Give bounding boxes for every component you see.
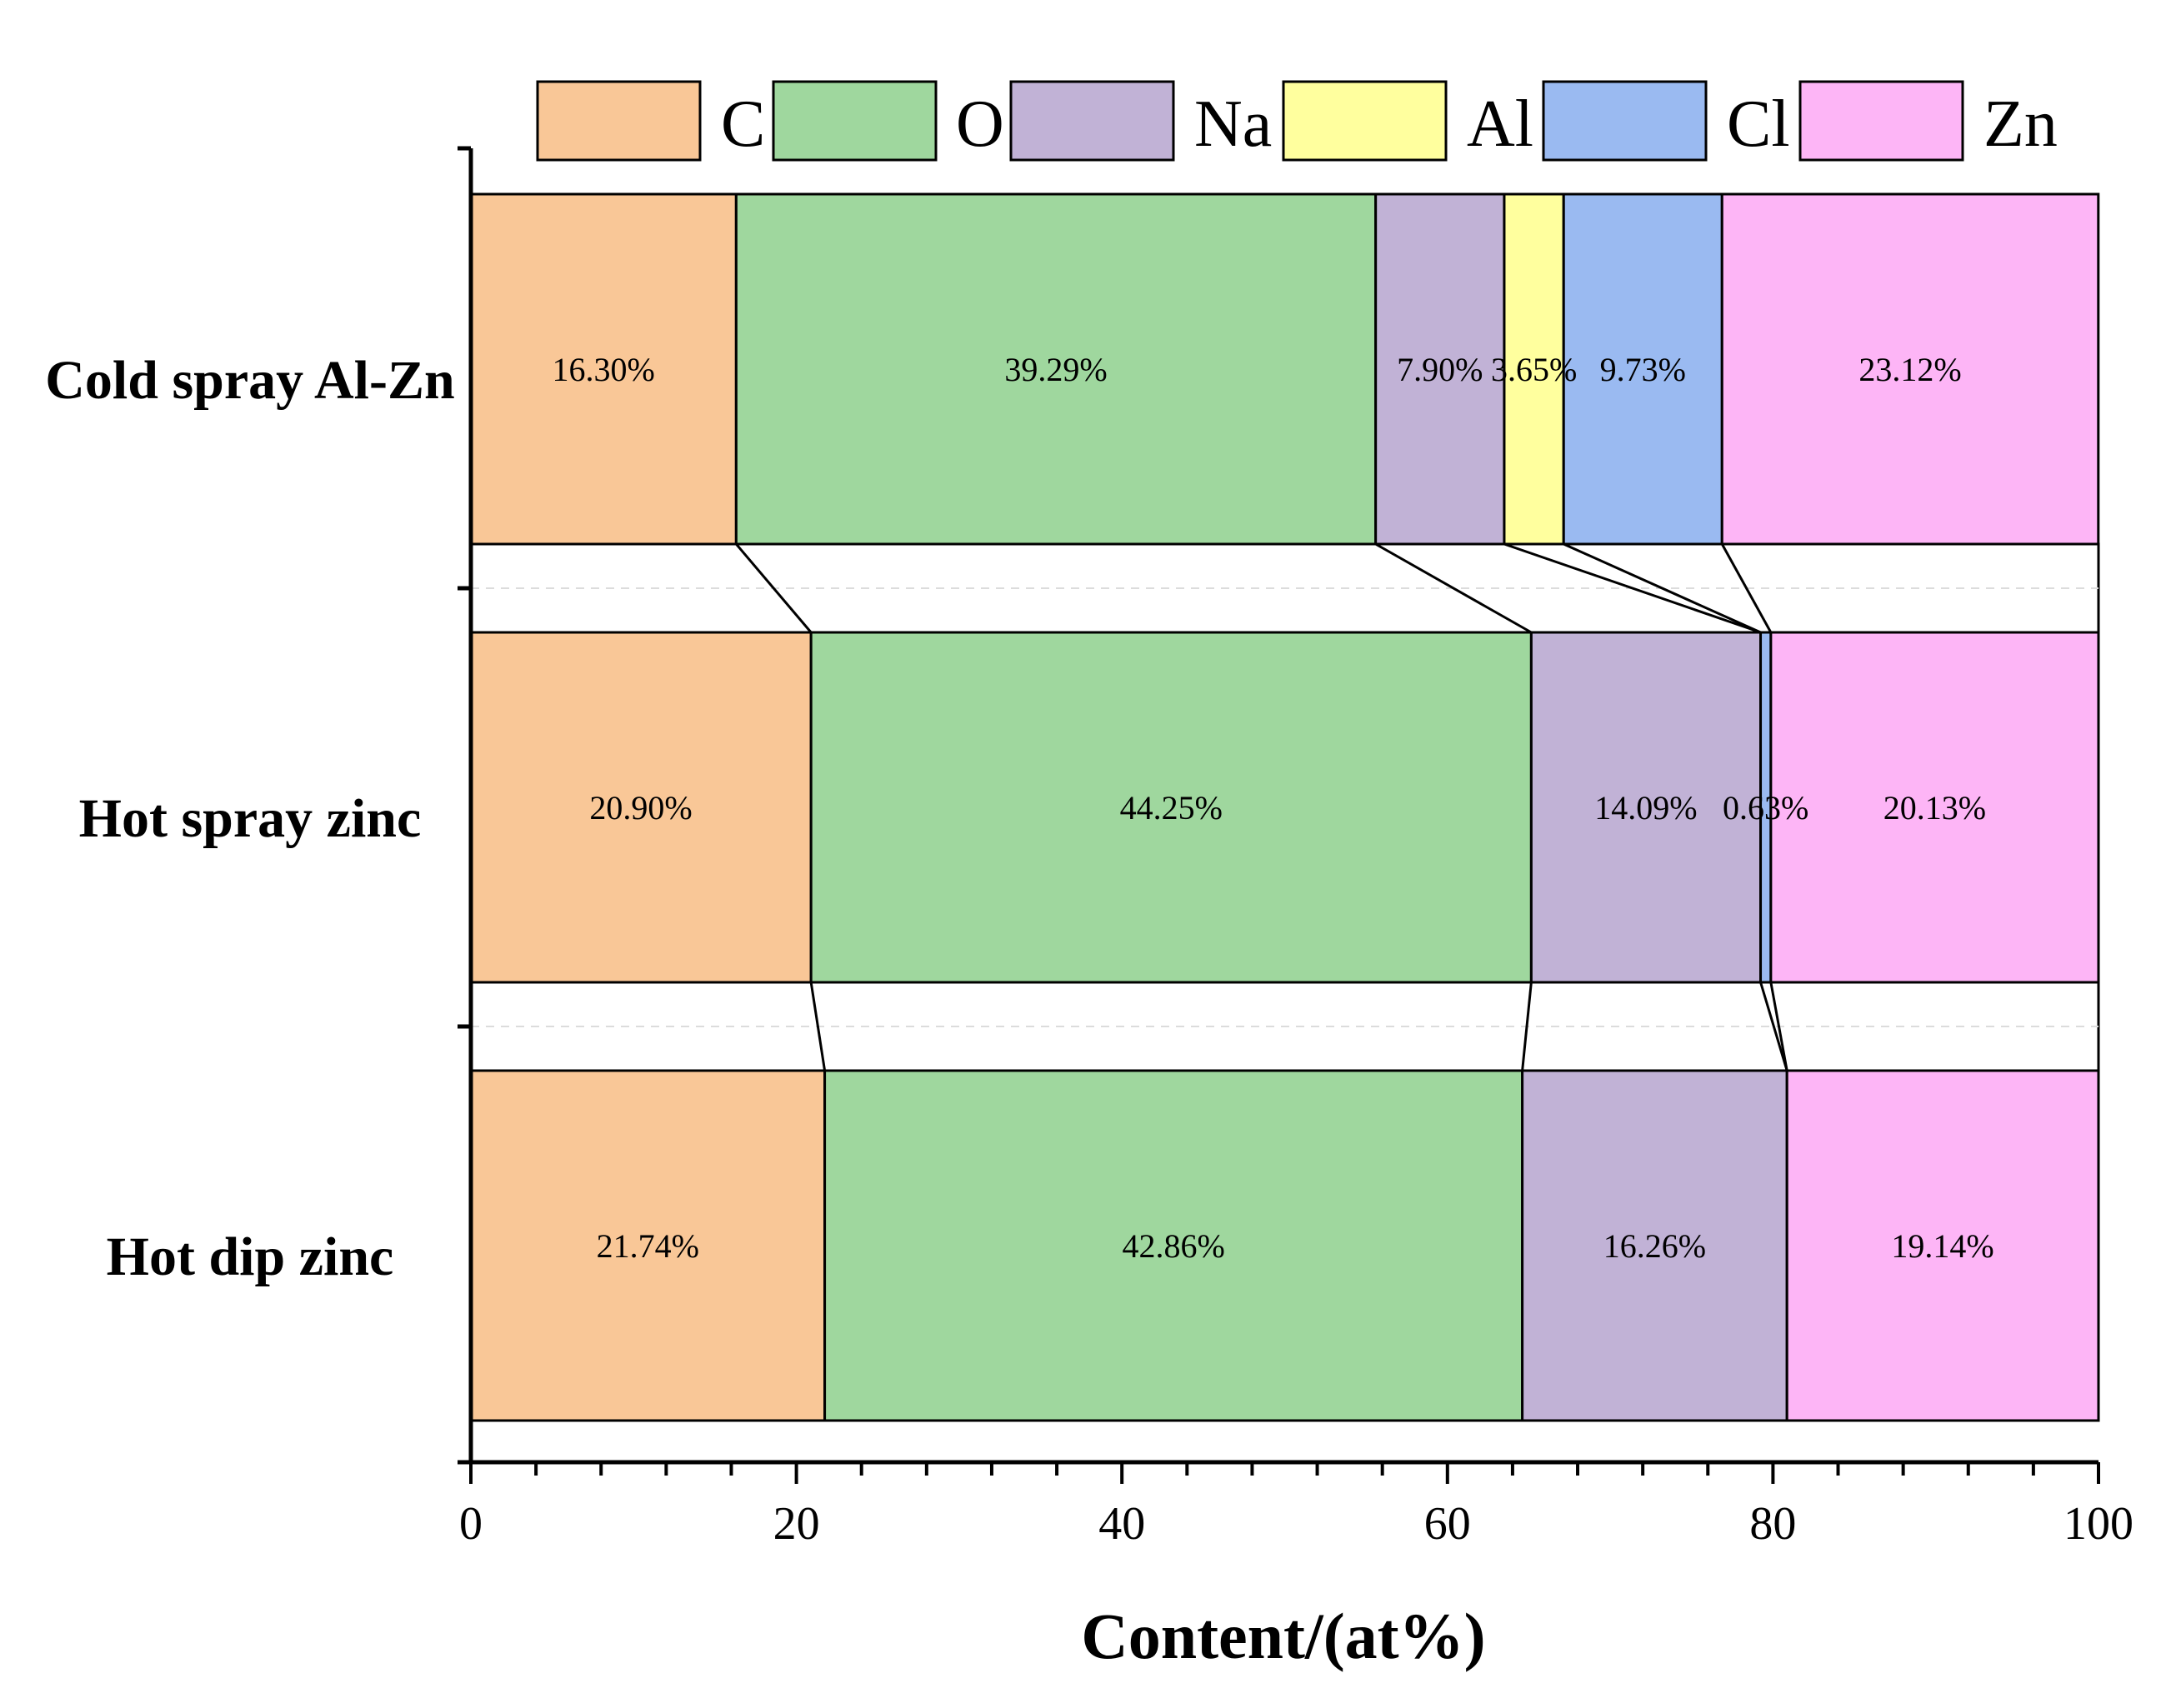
legend-swatch-c xyxy=(536,80,702,162)
legend-swatch-na xyxy=(1009,80,1175,162)
category-label: Hot spray zinc xyxy=(79,788,422,849)
x-tick-label: 100 xyxy=(2063,1498,2133,1550)
connector-line xyxy=(809,981,827,1071)
legend-label: Zn xyxy=(1983,87,2058,161)
connector-line xyxy=(1720,543,1773,633)
bar-segment-zn xyxy=(1769,631,2100,984)
legend-item-c: C xyxy=(721,87,765,161)
bar-segment-c xyxy=(469,631,813,984)
legend-item-cl: Cl xyxy=(1727,87,1790,161)
bar-segment-o xyxy=(734,192,1378,546)
legend-label: O xyxy=(956,87,1004,161)
data-label: 16.26% xyxy=(1603,1227,1706,1265)
data-label: 39.29% xyxy=(1004,351,1107,388)
data-label: 7.90% xyxy=(1397,351,1483,388)
bar-segment-na xyxy=(1521,1069,1788,1422)
data-label: 21.74% xyxy=(597,1227,699,1265)
data-label: 42.86% xyxy=(1122,1227,1224,1265)
data-label: 14.09% xyxy=(1594,789,1697,827)
connector-line xyxy=(1759,981,1788,1071)
legend-label: C xyxy=(721,87,765,161)
x-tick-label: 80 xyxy=(1749,1498,1796,1550)
data-label: 19.14% xyxy=(1891,1227,1993,1265)
connector-line xyxy=(1374,542,1533,634)
connector-line xyxy=(1769,981,1788,1071)
category-label: Cold spray Al-Zn xyxy=(45,350,454,411)
legend-item-o: O xyxy=(956,87,1004,161)
category-labels: Cold spray Al-Zn Hot spray zinc Hot dip zi… xyxy=(45,350,454,1287)
connector-line xyxy=(1521,981,1533,1071)
bar-segment-zn xyxy=(1785,1069,2100,1422)
connector-lines xyxy=(469,542,2100,1072)
category-label: Hot dip zinc xyxy=(107,1226,394,1287)
bar-segment-na xyxy=(1374,192,1506,546)
data-label: 16.30% xyxy=(553,351,655,388)
x-tick-label: 40 xyxy=(1098,1498,1145,1550)
data-label: 23.12% xyxy=(1858,351,1961,388)
connector-line xyxy=(1563,542,1762,634)
connector-line xyxy=(735,543,813,633)
bar-segment-na xyxy=(1529,631,1763,984)
legend-item-zn: Zn xyxy=(1983,87,2058,161)
data-label: 9.73% xyxy=(1600,351,1686,388)
data-label: 0.63% xyxy=(1723,789,1808,827)
legend-swatch-al xyxy=(1282,80,1448,162)
data-label: 44.25% xyxy=(1120,789,1223,827)
x-tick-label: 20 xyxy=(773,1498,820,1550)
connector-line xyxy=(1503,542,1762,634)
legend-swatch-o xyxy=(772,80,938,162)
data-label: 20.90% xyxy=(589,789,692,827)
bar-row: 20.90% 44.25% 14.09% 0.63% 20.13% xyxy=(469,631,2100,984)
bar-row: 16.30% 39.29% 7.90% 3.65% 9.73% 23.12% xyxy=(469,192,2100,546)
legend-label: Al xyxy=(1467,87,1533,161)
bar-segment-o xyxy=(823,1069,1524,1422)
legend-item-al: Al xyxy=(1467,87,1533,161)
legend-label: Na xyxy=(1194,87,1272,161)
bar-segment-zn xyxy=(1720,192,2100,546)
bar-segment-c xyxy=(469,1069,827,1422)
bars: 16.30% 39.29% 7.90% 3.65% 9.73% 23.12% 20.90% 4… xyxy=(469,192,2100,1422)
bar-segment-al xyxy=(1503,192,1565,546)
bar-segment-o xyxy=(809,631,1533,984)
x-tick-label: 60 xyxy=(1424,1498,1471,1550)
legend: C O Na Al Cl Zn xyxy=(536,80,2058,162)
axes: 0 20 40 60 80 100 xyxy=(458,146,2133,1550)
x-tick-label: 0 xyxy=(459,1498,483,1550)
legend-swatch-zn xyxy=(1798,80,1964,162)
x-axis-title: Content/(at%) xyxy=(1081,1600,1485,1672)
legend-swatch-cl xyxy=(1542,80,1708,162)
bar-row: 21.74% 42.86% 16.26% 19.14% xyxy=(469,1069,2100,1422)
bar-segment-cl xyxy=(1562,192,1723,546)
data-label: 20.13% xyxy=(1883,789,1986,827)
data-label: 3.65% xyxy=(1491,351,1577,388)
legend-item-na: Na xyxy=(1194,87,1272,161)
legend-label: Cl xyxy=(1727,87,1790,161)
